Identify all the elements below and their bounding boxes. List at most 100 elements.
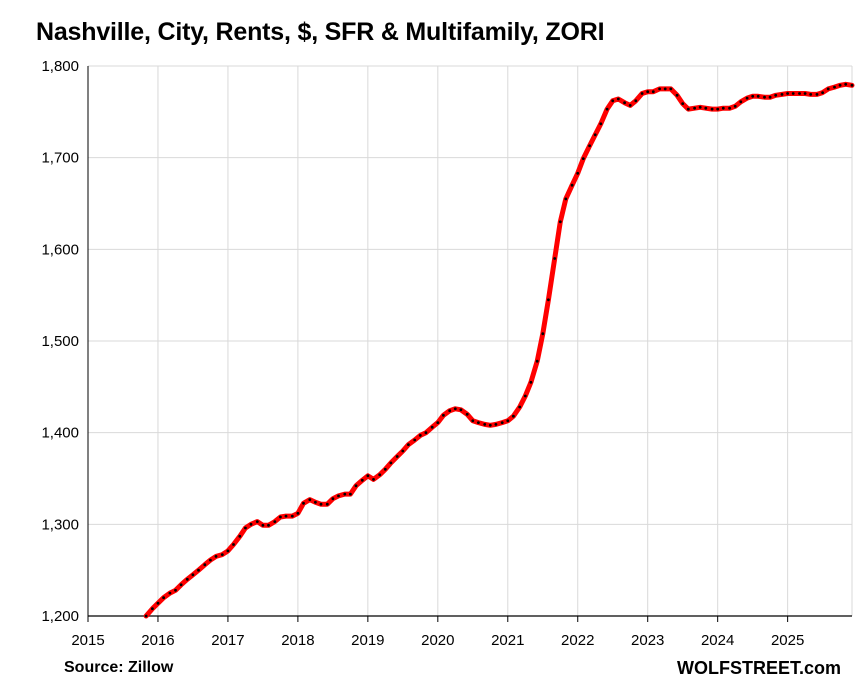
data-point bbox=[366, 474, 370, 478]
data-point bbox=[296, 511, 300, 515]
data-point bbox=[628, 104, 632, 107]
data-point bbox=[238, 534, 242, 538]
data-point bbox=[465, 412, 469, 416]
data-point bbox=[401, 449, 405, 453]
y-tick-label: 1,300 bbox=[41, 516, 79, 533]
data-point bbox=[168, 591, 172, 595]
data-point bbox=[838, 83, 842, 87]
data-point bbox=[430, 425, 434, 429]
data-point bbox=[261, 523, 265, 527]
data-point bbox=[681, 102, 685, 105]
data-point bbox=[162, 596, 166, 600]
data-point bbox=[768, 95, 772, 99]
data-point bbox=[244, 526, 247, 530]
data-point bbox=[570, 183, 574, 187]
data-point bbox=[640, 92, 644, 95]
data-point bbox=[611, 99, 615, 103]
data-point bbox=[337, 494, 340, 498]
data-point bbox=[716, 107, 720, 111]
data-point bbox=[774, 93, 778, 97]
data-point bbox=[395, 455, 399, 458]
gridlines bbox=[87, 65, 853, 616]
data-point bbox=[418, 434, 422, 437]
data-point bbox=[191, 573, 195, 577]
data-point bbox=[803, 92, 807, 95]
data-point bbox=[739, 100, 743, 104]
data-point bbox=[663, 87, 667, 91]
data-point bbox=[197, 568, 200, 572]
data-point bbox=[500, 421, 504, 424]
data-point bbox=[809, 93, 813, 96]
data-point bbox=[658, 87, 661, 91]
data-point bbox=[529, 380, 533, 384]
data-point bbox=[605, 107, 609, 111]
data-point bbox=[616, 97, 620, 101]
y-tick-label: 1,700 bbox=[41, 150, 79, 167]
x-tick-label: 2019 bbox=[351, 632, 384, 649]
data-point bbox=[448, 409, 452, 413]
data-point bbox=[436, 421, 440, 424]
data-point bbox=[634, 99, 638, 103]
data-point bbox=[360, 478, 364, 482]
data-point bbox=[343, 492, 347, 496]
data-point bbox=[232, 543, 235, 546]
data-point bbox=[833, 85, 836, 89]
y-tick-label: 1,400 bbox=[41, 425, 79, 442]
data-point bbox=[751, 94, 755, 98]
data-point bbox=[728, 106, 731, 110]
y-tick-labels: 1,200 1,300 1,400 1,500 1,600 1,700 1,800 bbox=[41, 58, 79, 625]
data-point bbox=[151, 607, 154, 611]
data-point bbox=[599, 122, 603, 126]
axes bbox=[87, 66, 852, 622]
y-tick-label: 1,600 bbox=[41, 241, 79, 258]
data-point bbox=[780, 93, 784, 96]
data-point bbox=[564, 197, 568, 201]
data-point bbox=[826, 87, 830, 91]
data-point bbox=[512, 414, 515, 418]
data-point bbox=[372, 478, 375, 481]
data-point bbox=[733, 104, 737, 108]
y-tick-label: 1,500 bbox=[41, 333, 79, 350]
data-point bbox=[255, 520, 259, 523]
data-point bbox=[581, 157, 585, 161]
data-point bbox=[558, 220, 562, 224]
data-point bbox=[693, 106, 696, 110]
data-point bbox=[389, 461, 393, 465]
data-point bbox=[214, 555, 218, 558]
data-point bbox=[290, 514, 294, 518]
data-point bbox=[651, 90, 655, 94]
data-point bbox=[686, 107, 690, 111]
data-point bbox=[535, 359, 539, 363]
data-point bbox=[646, 90, 650, 94]
data-point bbox=[413, 438, 417, 442]
x-tick-label: 2025 bbox=[771, 632, 804, 649]
data-point bbox=[786, 92, 789, 95]
data-point bbox=[506, 419, 510, 423]
data-point bbox=[844, 82, 848, 86]
data-point bbox=[704, 106, 708, 110]
data-point bbox=[407, 443, 410, 446]
data-point bbox=[378, 473, 382, 477]
data-point bbox=[144, 614, 148, 618]
data-point bbox=[185, 577, 189, 581]
data-point bbox=[588, 144, 591, 148]
x-tick-label: 2020 bbox=[421, 632, 454, 649]
data-point bbox=[226, 549, 230, 553]
x-tick-label: 2022 bbox=[561, 632, 594, 649]
data-point bbox=[314, 500, 317, 504]
x-tick-label: 2016 bbox=[141, 632, 174, 649]
data-point bbox=[553, 257, 557, 260]
data-point-markers bbox=[144, 82, 854, 618]
x-tick-label: 2021 bbox=[491, 632, 524, 649]
x-tick-label: 2015 bbox=[71, 632, 104, 649]
data-point bbox=[273, 520, 277, 523]
data-point bbox=[424, 431, 428, 435]
data-point bbox=[453, 407, 457, 411]
data-point bbox=[721, 106, 725, 110]
data-point bbox=[319, 502, 323, 506]
data-point bbox=[710, 107, 714, 111]
data-point bbox=[459, 408, 463, 412]
data-point bbox=[791, 92, 795, 95]
data-point bbox=[483, 423, 487, 426]
